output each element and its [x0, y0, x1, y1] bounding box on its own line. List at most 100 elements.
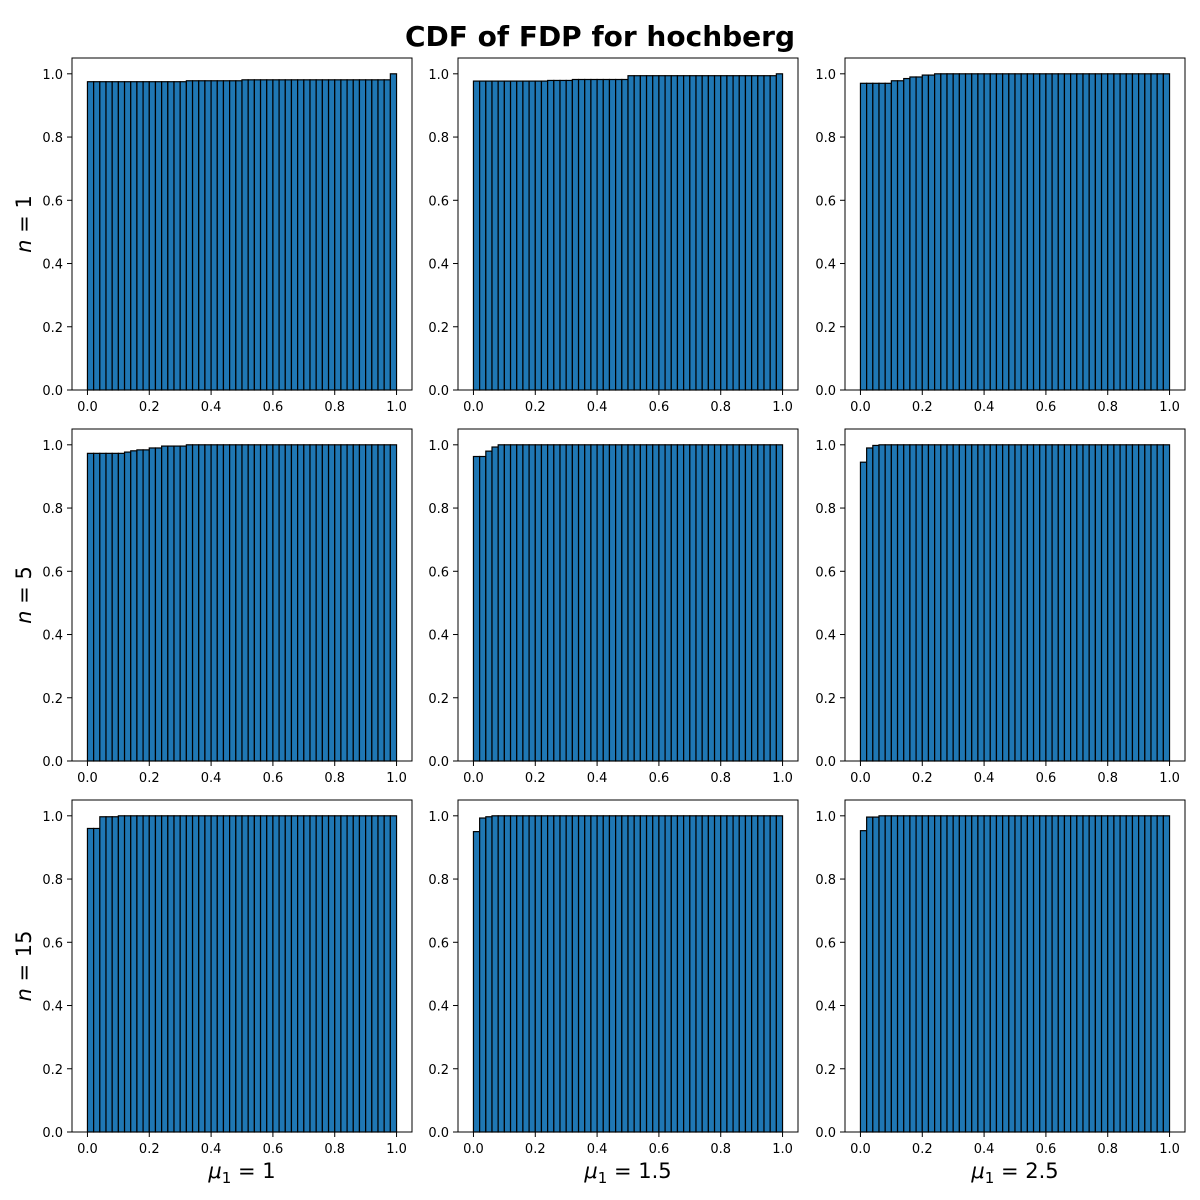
- bar: [1026, 73, 1035, 391]
- bar: [866, 82, 874, 391]
- bar: [633, 75, 641, 391]
- bar: [1125, 444, 1134, 762]
- axes-frame: [457, 799, 799, 1133]
- bar: [377, 444, 385, 762]
- bar: [1002, 815, 1010, 1133]
- bar: [185, 444, 194, 762]
- bar: [346, 444, 354, 762]
- bar: [1076, 815, 1084, 1133]
- bar: [136, 815, 144, 1133]
- bar: [222, 815, 231, 1133]
- bar: [695, 815, 703, 1133]
- bar: [602, 78, 611, 391]
- bar: [142, 815, 150, 1133]
- bar: [744, 75, 753, 391]
- bar: [958, 815, 967, 1133]
- x-tick-label: 0.4: [587, 400, 608, 415]
- y-tick-label: 1.0: [42, 68, 63, 83]
- bar: [383, 79, 391, 391]
- bar: [1020, 73, 1028, 391]
- bar: [528, 815, 536, 1133]
- bar: [358, 815, 367, 1133]
- y-tick-label: 0.2: [815, 321, 836, 336]
- bar: [204, 444, 212, 762]
- panel-r3-c2: 0.0 0.2 0.4 0.6 0.8 1.0 0.0 0.2 0.4 0.6 0.8 1.0: [428, 799, 799, 1157]
- bar: [365, 79, 373, 391]
- bar: [1088, 444, 1096, 762]
- bar: [1057, 73, 1066, 391]
- bar: [315, 815, 323, 1133]
- bar: [872, 82, 880, 391]
- figure-title: CDF of FDP for hochberg: [405, 20, 795, 53]
- bar: [915, 815, 923, 1133]
- bar: [485, 816, 493, 1133]
- bars: [859, 444, 1171, 762]
- y-tick-label: 0.4: [428, 629, 449, 644]
- bar: [995, 444, 1004, 762]
- bar: [1045, 815, 1053, 1133]
- bar: [1002, 444, 1010, 762]
- x-tick-label: 0.0: [77, 400, 98, 415]
- x-tick-label: 0.8: [324, 771, 345, 786]
- x-tick-label: 0.8: [710, 400, 731, 415]
- bar: [191, 80, 200, 391]
- x-tick-label: 1.0: [1159, 771, 1180, 786]
- bar: [516, 80, 524, 391]
- y-tick-label: 0.0: [815, 384, 836, 399]
- bar: [1100, 73, 1109, 391]
- bar: [645, 75, 654, 391]
- bar: [707, 815, 716, 1133]
- bar: [565, 815, 573, 1133]
- y-tick-label: 0.0: [815, 755, 836, 770]
- panel-r2-c1: 0.0 0.2 0.4 0.6 0.8 1.0 0.0 0.2 0.4 0.6 0.8 1.0: [42, 428, 413, 786]
- bar: [105, 816, 113, 1133]
- x-tick-label: 0.4: [587, 1142, 608, 1157]
- bar: [547, 815, 555, 1133]
- bar: [528, 80, 536, 391]
- bar: [878, 444, 886, 762]
- bar: [161, 81, 169, 391]
- bar: [204, 80, 212, 391]
- bar: [105, 452, 113, 762]
- bar: [934, 444, 942, 762]
- x-tick-label: 0.6: [263, 1142, 284, 1157]
- bar: [645, 815, 654, 1133]
- bar: [142, 81, 150, 391]
- y-tick-label: 0.0: [42, 1126, 63, 1141]
- bar: [93, 81, 101, 391]
- bar: [1057, 815, 1066, 1133]
- y-tick-label: 0.4: [42, 258, 63, 273]
- bar: [198, 815, 206, 1133]
- bar: [621, 78, 629, 391]
- bar: [365, 815, 373, 1133]
- bar: [1002, 73, 1010, 391]
- bar: [93, 452, 101, 762]
- bar: [1008, 444, 1016, 762]
- bar: [707, 75, 716, 391]
- bar: [86, 452, 95, 762]
- bar: [497, 815, 505, 1133]
- bar: [775, 444, 784, 762]
- bar: [235, 815, 243, 1133]
- bar: [86, 827, 95, 1133]
- bar: [713, 444, 722, 762]
- bar: [1070, 815, 1078, 1133]
- column-labels: μ1 = 1 μ1 = 1.5 μ1 = 2.5: [207, 1159, 1058, 1187]
- x-tick-label: 0.6: [1036, 400, 1057, 415]
- bar: [130, 450, 138, 762]
- bar: [1039, 73, 1047, 391]
- y-tick-label: 0.4: [428, 258, 449, 273]
- bar: [977, 444, 985, 762]
- bar: [229, 444, 237, 762]
- y-tick-label: 1.0: [815, 68, 836, 83]
- bar: [670, 815, 679, 1133]
- bar: [695, 444, 703, 762]
- bar: [670, 444, 679, 762]
- bar: [720, 444, 728, 762]
- x-tick-label: 0.0: [850, 771, 871, 786]
- bar: [571, 78, 580, 391]
- bar: [1125, 73, 1134, 391]
- row-label-1: n = 1: [12, 195, 36, 253]
- x-tick-label: 0.0: [850, 400, 871, 415]
- bar: [713, 815, 722, 1133]
